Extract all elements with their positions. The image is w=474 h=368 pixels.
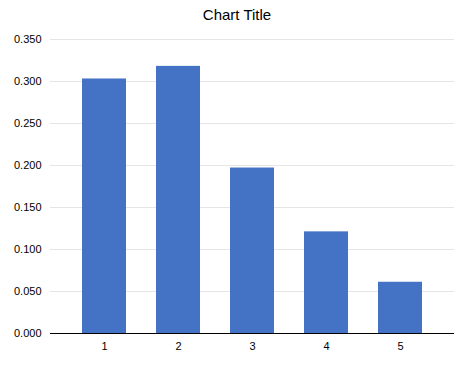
svg-text:0.350: 0.350 [14,33,42,45]
svg-text:3: 3 [249,340,255,352]
svg-text:0.000: 0.000 [14,327,42,339]
svg-text:0.050: 0.050 [14,285,42,297]
html-text:Chart Title: Chart Title [202,6,272,23]
svg-text:5: 5 [397,340,403,352]
svg-text:0.300: 0.300 [14,75,42,87]
svg-text:0.200: 0.200 [14,159,42,171]
svg-text:1: 1 [101,340,107,352]
svg-text:0.100: 0.100 [14,243,42,255]
svg-text:2: 2 [175,340,181,352]
svg-text:0.250: 0.250 [14,117,42,129]
svg-text:4: 4 [323,340,329,352]
svg-text:0.150: 0.150 [14,201,42,213]
